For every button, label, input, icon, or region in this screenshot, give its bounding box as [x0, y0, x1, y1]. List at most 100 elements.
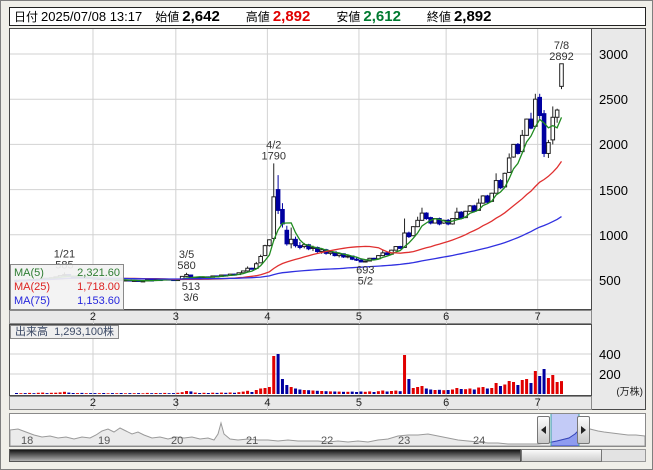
volume-bar: [145, 392, 149, 394]
navigator-left-handle[interactable]: [537, 416, 550, 444]
volume-bar: [276, 354, 280, 394]
volume-bar: [228, 392, 232, 394]
volume-bar: [520, 380, 524, 394]
price-axis-label: 3000: [599, 47, 628, 62]
volume-bar: [115, 393, 119, 394]
price-axis-label: 1000: [599, 227, 628, 243]
volume-bar: [189, 391, 193, 394]
volume-unit-label: (万株): [616, 387, 643, 398]
month-axis-label: 5: [355, 397, 362, 409]
volume-bar: [355, 392, 359, 394]
volume-bar: [346, 391, 350, 394]
candle: [485, 194, 490, 204]
volume-bar: [285, 385, 289, 394]
candle: [498, 179, 503, 189]
candle: [528, 112, 534, 130]
month-axis-label: 6: [443, 311, 450, 323]
ma-legend-value: 1,153.60: [77, 295, 120, 307]
volume-bar: [54, 392, 58, 394]
month-axis-top: 2 3 4 5 6 7: [9, 310, 592, 324]
candle: [524, 118, 529, 136]
volume-bar: [464, 389, 468, 394]
scrollbar-track-empty[interactable]: [602, 449, 646, 462]
price-axis-label: 1500: [599, 182, 628, 198]
month-axis-tick: [446, 397, 448, 410]
volume-bar: [185, 391, 189, 394]
volume-bar: [560, 381, 563, 394]
volume-bar: [237, 392, 241, 394]
scrollbar-track-filled[interactable]: [9, 449, 521, 462]
month-axis-label: 2: [89, 311, 97, 323]
volume-bar: [71, 393, 75, 394]
volume-bar: [416, 387, 420, 394]
volume-bar: [516, 385, 520, 394]
volume-bar: [350, 391, 354, 394]
ma25-line: [16, 161, 563, 282]
ma-legend-label: MA(5): [14, 267, 44, 279]
volume-axis-label: 200: [599, 367, 621, 382]
volume-bar: [311, 390, 315, 394]
volume-bar: [307, 390, 311, 394]
candle: [454, 207, 460, 220]
volume-bar: [254, 390, 258, 394]
volume-bar: [385, 391, 389, 394]
ma-legend-row: MA(25) 1,718.00: [14, 280, 120, 294]
ma-legend-row: MA(5) 2,321.60: [14, 266, 120, 280]
scrollbar-thumb[interactable]: [521, 449, 602, 462]
volume-bar: [23, 393, 27, 394]
right-axis-column: (万株) 3000 2500 2000 1500 1000 500 400 200: [592, 28, 646, 410]
candle: [397, 245, 403, 249]
navigator-year-label: 20: [171, 435, 183, 446]
candle: [363, 260, 368, 263]
candle: [293, 236, 298, 248]
month-axis-tick: [267, 397, 269, 410]
volume-bar: [494, 383, 498, 394]
ma-legend-value: 2,321.60: [77, 267, 120, 279]
volume-bar: [89, 393, 93, 394]
volume-bar: [272, 356, 276, 394]
volume-bar: [363, 391, 367, 394]
volume-bar: [324, 391, 328, 394]
moving-average-legend: MA(5) 2,321.60 MA(25) 1,718.00 MA(75) 1,153.6…: [10, 264, 124, 310]
candle: [249, 267, 255, 270]
volume-bar: [32, 393, 36, 394]
volume-bar: [137, 393, 141, 394]
volume-bar: [246, 390, 250, 394]
volume-label: 出来高: [15, 326, 48, 338]
candle: [480, 195, 486, 204]
month-axis-label: 3: [172, 311, 179, 323]
candle: [537, 93, 543, 119]
volume-bar: [333, 391, 337, 394]
quote-info-bar: 日付 2025/07/08 13:17 始値 2,642 高値 2,892 安値…: [9, 7, 646, 26]
price-axis-label: 2000: [599, 137, 628, 153]
volume-bar: [28, 392, 32, 394]
volume-bar: [250, 392, 254, 394]
month-axis-bottom: 2 3 4 5 6 7: [9, 396, 592, 410]
volume-bar: [102, 393, 106, 394]
volume-bar: [67, 392, 71, 394]
range-navigator: 18 19 20 21 22 23 24: [9, 413, 646, 447]
navigator-right-handle[interactable]: [577, 416, 590, 444]
volume-bar: [62, 391, 66, 394]
month-axis-label: 4: [264, 397, 271, 409]
ma-legend-row: MA(75) 1,153.60: [14, 294, 120, 308]
ma-legend-label: MA(25): [14, 281, 51, 293]
volume-bar: [215, 392, 219, 394]
volume-bar: [15, 393, 18, 394]
volume-bar: [267, 387, 271, 394]
volume-bar: [485, 388, 489, 394]
volume-bar: [381, 390, 385, 394]
candle: [358, 259, 364, 263]
month-axis-tick: [358, 311, 360, 324]
volume-bar: [446, 390, 450, 394]
date-label: 日付: [14, 10, 39, 24]
volume-bar: [477, 387, 481, 394]
volume-bar: [455, 388, 459, 394]
month-axis-label: 7: [534, 311, 541, 323]
price-axis-label: 500: [599, 273, 621, 288]
candle: [506, 153, 512, 173]
candle: [271, 163, 277, 242]
volume-bar: [320, 391, 324, 394]
volume-bar: [512, 382, 516, 394]
candle: [245, 266, 250, 272]
